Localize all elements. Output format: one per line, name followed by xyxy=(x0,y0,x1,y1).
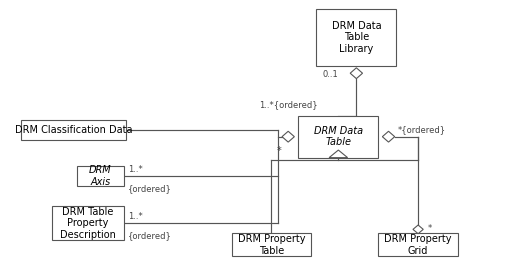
Text: 1..*: 1..* xyxy=(128,165,142,174)
Text: *: * xyxy=(277,146,281,156)
Text: DRM Data
Table
Library: DRM Data Table Library xyxy=(332,21,381,54)
Text: {ordered}: {ordered} xyxy=(128,184,172,193)
Polygon shape xyxy=(329,150,348,158)
Text: DRM Table
Property
Description: DRM Table Property Description xyxy=(60,207,116,240)
Text: DRM
Axis: DRM Axis xyxy=(89,165,112,187)
Text: 1..*: 1..* xyxy=(128,212,142,221)
FancyBboxPatch shape xyxy=(51,206,123,240)
Text: {ordered}: {ordered} xyxy=(128,231,172,240)
FancyBboxPatch shape xyxy=(299,116,378,158)
Polygon shape xyxy=(350,68,362,79)
Polygon shape xyxy=(413,225,423,234)
FancyBboxPatch shape xyxy=(378,233,458,256)
FancyBboxPatch shape xyxy=(316,9,396,66)
Polygon shape xyxy=(382,131,395,142)
Text: *{ordered}: *{ordered} xyxy=(398,125,446,134)
Text: DRM Property
Grid: DRM Property Grid xyxy=(384,234,452,256)
Text: 0..1: 0..1 xyxy=(323,70,339,79)
Text: 1..*{ordered}: 1..*{ordered} xyxy=(258,100,317,109)
Text: DRM Property
Table: DRM Property Table xyxy=(238,234,305,256)
FancyBboxPatch shape xyxy=(20,120,126,140)
FancyBboxPatch shape xyxy=(232,233,311,256)
Text: *: * xyxy=(427,224,431,233)
FancyBboxPatch shape xyxy=(77,166,123,186)
Polygon shape xyxy=(282,131,294,142)
Text: DRM Classification Data: DRM Classification Data xyxy=(15,125,132,135)
Text: DRM Data
Table: DRM Data Table xyxy=(314,126,363,147)
